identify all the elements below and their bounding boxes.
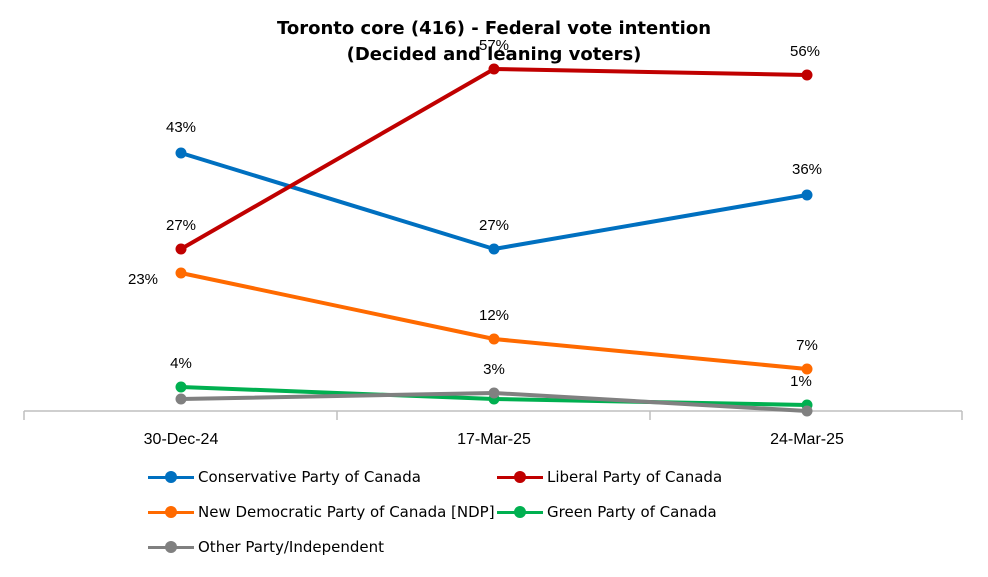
legend-item: New Democratic Party of Canada [NDP] <box>148 503 495 521</box>
data-label: 27% <box>479 217 509 234</box>
legend-label: Green Party of Canada <box>547 503 717 521</box>
data-point <box>801 189 813 201</box>
data-point <box>801 363 813 375</box>
legend-label: Conservative Party of Canada <box>198 468 421 486</box>
x-tick-label: 17-Mar-25 <box>457 431 531 448</box>
legend-swatch <box>497 504 543 520</box>
legend-item: Conservative Party of Canada <box>148 468 421 486</box>
series-line <box>179 151 809 251</box>
legend-marker-icon <box>514 506 526 518</box>
legend-marker-icon <box>165 541 177 553</box>
data-label: 1% <box>790 373 812 390</box>
data-label: 27% <box>166 217 196 234</box>
data-label: 4% <box>170 355 192 372</box>
data-point <box>175 267 187 279</box>
legend-swatch <box>148 469 194 485</box>
data-point <box>801 69 813 81</box>
data-point <box>488 63 500 75</box>
chart-title: Toronto core (416) - Federal vote intent… <box>276 18 712 39</box>
chart-title-block: Toronto core (416) - Federal vote intent… <box>0 16 988 68</box>
data-label: 3% <box>483 361 505 378</box>
x-tick-label: 24-Mar-25 <box>770 431 844 448</box>
data-point <box>488 333 500 345</box>
data-label: 36% <box>792 161 822 178</box>
data-label: 43% <box>166 119 196 136</box>
legend-label: Other Party/Independent <box>198 538 384 556</box>
legend-swatch <box>148 504 194 520</box>
data-label: 56% <box>790 43 820 60</box>
data-point <box>175 243 187 255</box>
data-point <box>175 147 187 159</box>
data-point <box>175 381 187 393</box>
legend-item: Liberal Party of Canada <box>497 468 722 486</box>
legend-marker-icon <box>165 506 177 518</box>
chart-subtitle: (Decided and leaning voters) <box>346 44 642 65</box>
legend-swatch <box>497 469 543 485</box>
data-point <box>175 393 187 405</box>
data-point <box>801 405 813 417</box>
legend-item: Other Party/Independent <box>148 538 384 556</box>
legend-label: New Democratic Party of Canada [NDP] <box>198 503 495 521</box>
legend-label: Liberal Party of Canada <box>547 468 723 486</box>
x-tick-label: 30-Dec-24 <box>144 431 219 448</box>
data-point <box>488 387 500 399</box>
legend-marker-icon <box>514 471 526 483</box>
legend-marker-icon <box>165 471 177 483</box>
legend-swatch <box>148 539 194 555</box>
data-label: 23% <box>128 271 158 288</box>
data-label: 12% <box>479 307 509 324</box>
data-point <box>488 243 500 255</box>
legend-item: Green Party of Canada <box>497 503 717 521</box>
data-label: 57% <box>479 37 509 54</box>
data-label: 7% <box>796 337 818 354</box>
